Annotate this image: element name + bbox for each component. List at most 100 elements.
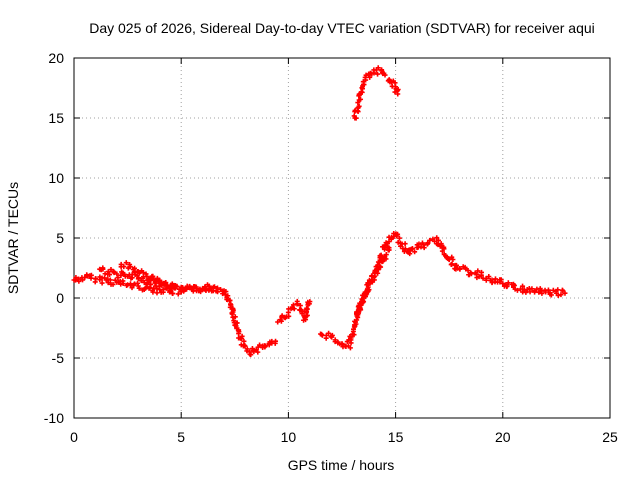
data-point	[230, 309, 236, 315]
data-point	[291, 306, 297, 312]
data-point	[262, 343, 268, 349]
data-point	[439, 248, 445, 254]
data-point	[395, 86, 401, 92]
data-point	[435, 237, 441, 243]
data-point	[358, 89, 364, 95]
data-point	[402, 246, 408, 252]
data-point	[504, 283, 510, 289]
data-point	[93, 276, 99, 282]
data-point	[107, 272, 113, 278]
data-point	[360, 295, 366, 301]
data-point	[339, 341, 345, 347]
y-tick-label: -10	[44, 410, 64, 426]
data-point	[129, 275, 135, 281]
data-point	[348, 340, 354, 346]
data-point	[361, 82, 367, 88]
data-point	[394, 233, 400, 239]
data-point	[165, 284, 171, 290]
data-point	[523, 289, 529, 295]
data-point	[255, 349, 261, 355]
data-point	[115, 275, 121, 281]
data-point	[212, 284, 218, 290]
data-point	[114, 271, 120, 277]
data-point	[210, 288, 216, 294]
data-point	[449, 261, 455, 267]
y-tick-label: 10	[48, 170, 64, 186]
data-point	[395, 91, 401, 97]
y-axis-label: SDTVAR / TECUs	[5, 182, 21, 294]
data-point	[135, 280, 141, 286]
data-point	[520, 283, 526, 289]
data-point	[450, 257, 456, 263]
data-point	[536, 289, 542, 295]
data-point	[383, 252, 389, 258]
data-point	[136, 275, 142, 281]
series-rise-segment	[318, 231, 568, 351]
data-point	[468, 271, 474, 277]
data-point	[479, 269, 485, 275]
data-point	[290, 302, 296, 308]
data-point	[441, 244, 447, 250]
x-tick-label: 15	[388, 429, 404, 445]
data-point	[76, 278, 82, 284]
data-point	[402, 241, 408, 247]
x-tick-label: 5	[177, 429, 185, 445]
data-point	[141, 279, 147, 285]
data-point	[500, 281, 506, 287]
data-point	[170, 284, 176, 290]
grid-layer	[74, 58, 610, 418]
data-point	[273, 338, 279, 344]
data-point	[412, 249, 418, 255]
data-point	[369, 273, 375, 279]
data-point	[555, 287, 561, 293]
data-point	[434, 235, 440, 241]
data-point	[375, 65, 381, 71]
data-point	[386, 247, 392, 253]
series-upper-branch-2	[118, 260, 176, 291]
data-point	[110, 281, 116, 287]
data-point	[297, 303, 303, 309]
x-tick-label: 10	[281, 429, 297, 445]
data-point	[529, 286, 535, 292]
data-point	[514, 287, 520, 293]
data-point	[227, 298, 233, 304]
data-point	[355, 100, 361, 106]
data-point	[356, 103, 362, 109]
data-point	[257, 342, 263, 348]
data-point	[239, 336, 245, 342]
y-tick-label: 20	[48, 50, 64, 66]
data-point	[545, 287, 551, 293]
data-point	[562, 290, 568, 296]
series-rise-lower-branch	[354, 245, 392, 319]
data-point	[387, 79, 393, 85]
data-point	[375, 71, 381, 77]
data-point	[174, 283, 180, 289]
data-point	[358, 302, 364, 308]
data-point	[160, 289, 166, 295]
data-point	[425, 240, 431, 246]
x-axis-label: GPS time / hours	[288, 457, 395, 473]
data-point	[242, 343, 248, 349]
data-point	[396, 235, 402, 241]
x-tick-label: 20	[495, 429, 511, 445]
data-point	[105, 280, 111, 286]
data-point	[73, 275, 79, 281]
data-point	[457, 266, 463, 272]
data-point	[170, 290, 176, 296]
x-tick-label: 0	[70, 429, 78, 445]
data-layer	[71, 65, 568, 358]
data-point	[105, 269, 111, 275]
x-tick-label: 25	[602, 429, 618, 445]
data-point	[348, 335, 354, 341]
data-point	[407, 251, 413, 257]
data-point	[82, 275, 88, 281]
data-point	[453, 262, 459, 268]
data-point	[416, 241, 422, 247]
data-point	[294, 301, 300, 307]
data-point	[140, 275, 146, 281]
data-point	[140, 270, 146, 276]
data-point	[120, 281, 126, 286]
data-point	[149, 273, 155, 279]
data-point	[358, 96, 364, 102]
